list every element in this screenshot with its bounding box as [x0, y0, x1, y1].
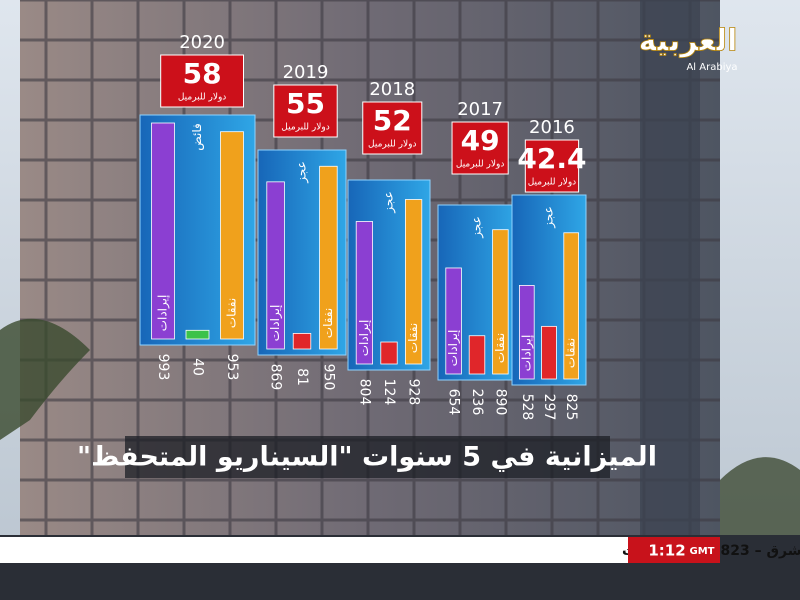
value-label: 236 [469, 389, 485, 416]
bar-label: نفقات [406, 323, 420, 353]
chart: 42.4 دولار للبرميل 2016 إيرادات 528 عجز 297 نفق… [511, 117, 587, 421]
chart: 55 دولار للبرميل 2019 إيرادات 869 عجز 81 نفقات 9… [257, 62, 347, 391]
logo-arabic: العربية [639, 24, 738, 59]
bar-label: نفقات [493, 333, 507, 363]
bar-label: إيرادات [156, 295, 171, 332]
year: 2020 [179, 32, 225, 53]
palm [0, 318, 90, 440]
value-label: 804 [356, 379, 372, 406]
chart: 58 دولار للبرميل 2020 إيرادات 993 فائض 40 نفقات… [139, 32, 256, 381]
bar-label: عجز [542, 206, 557, 229]
value-label: 654 [446, 389, 462, 416]
bar-label: إيرادات [357, 320, 372, 357]
value-label: 950 [320, 364, 336, 391]
building-column [640, 0, 700, 535]
value-label: 825 [563, 394, 579, 421]
bar [445, 267, 462, 375]
bar-label: نفقات [564, 338, 578, 368]
price-unit: دولار للبرميل [528, 178, 576, 188]
value-label: 869 [268, 364, 284, 391]
bar-label: نفقات [225, 298, 239, 328]
value-label: 953 [224, 354, 240, 381]
value-label: 124 [381, 379, 397, 406]
year: 2019 [283, 62, 329, 83]
palm [720, 457, 800, 535]
price-box [451, 121, 509, 175]
bar [151, 122, 175, 340]
bar-label: إيرادات [446, 330, 461, 367]
bar-label: عجز [382, 191, 397, 214]
bar-label: عجز [295, 161, 310, 184]
headline: الميزانية في 5 سنوات "السيناريو المتحفظ" [77, 442, 657, 473]
bar [404, 199, 423, 365]
price-unit: دولار للبرميل [178, 93, 226, 103]
bar-label: نفقات [321, 308, 335, 338]
bar [319, 165, 338, 350]
price-box [160, 54, 244, 108]
bar-label: فائض [190, 123, 205, 150]
bar [185, 329, 210, 340]
logo: العربية Al Arabiya [638, 23, 738, 73]
ticker-bar [0, 537, 628, 563]
bar [519, 285, 535, 380]
bar-label: إيرادات [519, 335, 534, 372]
bar [355, 221, 374, 365]
bar-label: إيرادات [268, 305, 283, 342]
value-label: 528 [519, 394, 535, 421]
chart: 49 دولار للبرميل 2017 إيرادات 654 عجز 236 نفقات… [437, 99, 517, 416]
price: 42.4 [517, 142, 586, 175]
bar [492, 229, 509, 375]
value-label: 297 [541, 394, 557, 421]
value-label: 40 [190, 358, 206, 376]
price: 49 [461, 124, 500, 157]
clock-bg [628, 537, 720, 563]
chart: 52 دولار للبرميل 2018 إيرادات 804 عجز 124 نفقات… [347, 79, 431, 406]
price-box [362, 101, 423, 155]
bar [266, 181, 285, 350]
price-box [273, 84, 338, 138]
year: 2017 [457, 99, 503, 120]
bar [563, 232, 579, 380]
clock-time: 1:12 [648, 542, 685, 560]
clock-zone: GMT [690, 546, 715, 557]
price-unit: دولار للبرميل [281, 123, 329, 133]
price: 52 [373, 104, 412, 137]
bar [380, 341, 398, 365]
price-unit: دولار للبرميل [368, 140, 416, 150]
headline-bg [125, 436, 610, 478]
value-label: 928 [406, 379, 422, 406]
value-label: 993 [155, 354, 171, 381]
price-unit: دولار للبرميل [456, 160, 504, 170]
year: 2018 [369, 79, 415, 100]
price: 58 [183, 57, 222, 90]
charts: 58 دولار للبرميل 2020 إيرادات 993 فائض 40 نفقات… [139, 32, 587, 421]
bar [541, 325, 557, 380]
bar [292, 333, 312, 350]
price-box [524, 139, 580, 193]
bar [220, 131, 244, 340]
price: 55 [286, 87, 325, 120]
bar-label: عجز [470, 216, 485, 239]
logo-latin: Al Arabiya [686, 62, 737, 73]
value-label: 81 [294, 368, 310, 386]
bar [468, 335, 486, 375]
year: 2016 [529, 117, 575, 138]
value-label: 890 [492, 389, 508, 416]
